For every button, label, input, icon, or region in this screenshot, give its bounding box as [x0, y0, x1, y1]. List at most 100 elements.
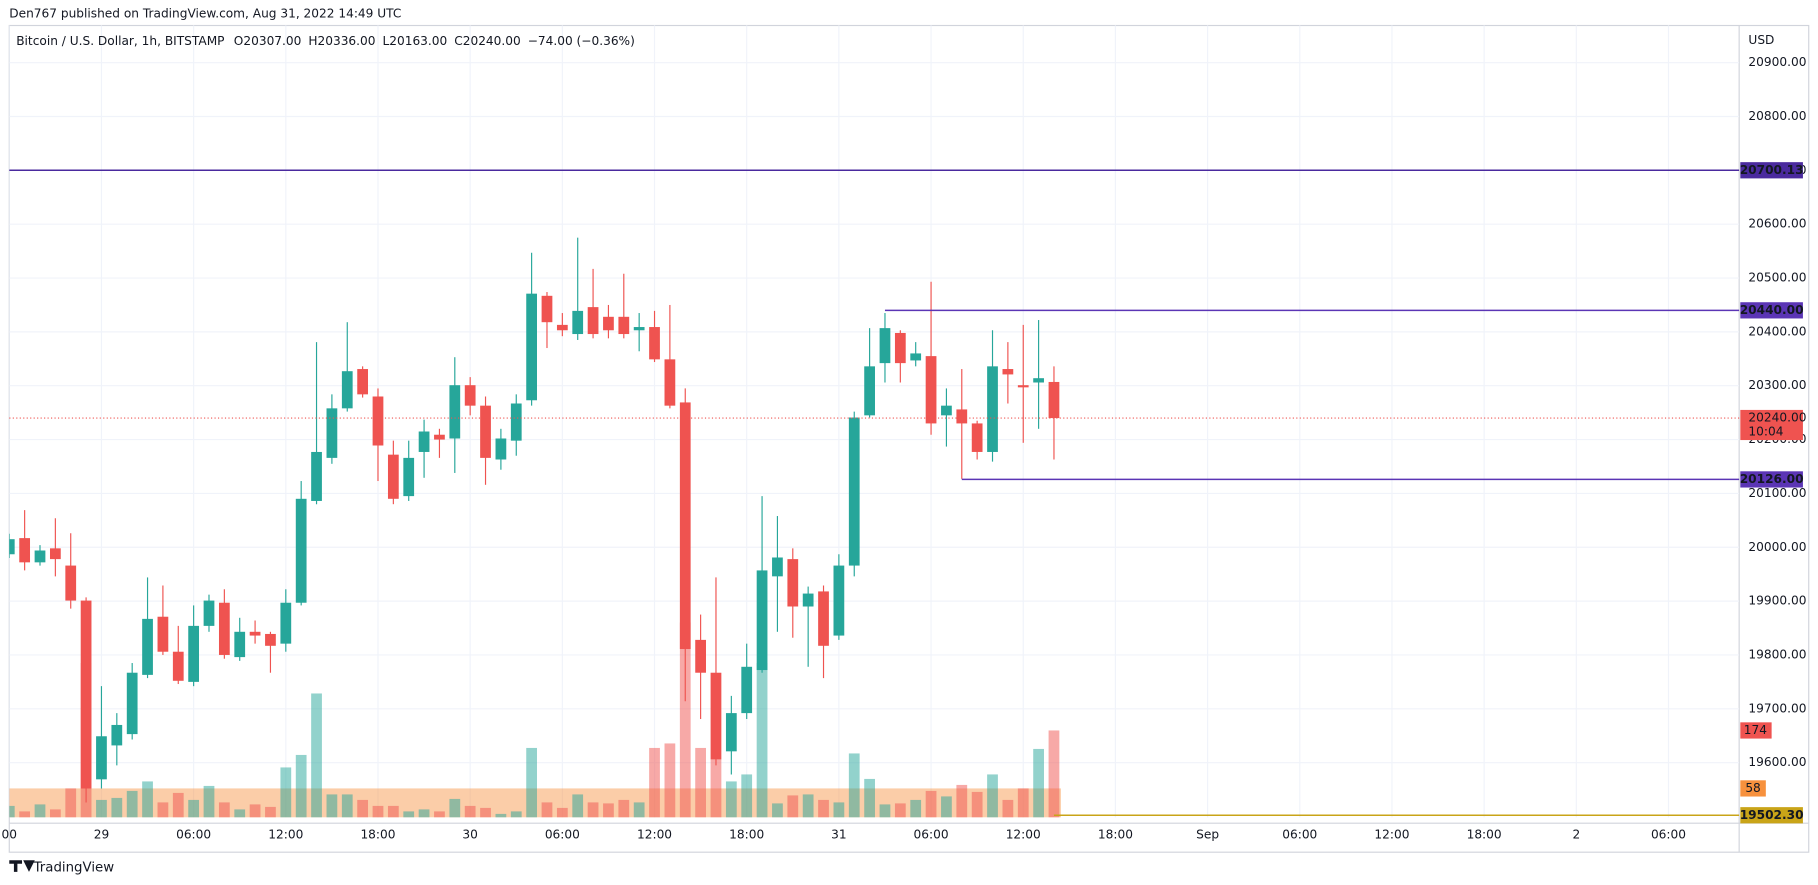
ohlc-label: C [454, 34, 463, 48]
ohlc-value: 20336.00 [318, 34, 376, 48]
candle-body [311, 451, 322, 501]
candle-body [541, 295, 553, 323]
volume-bar [987, 774, 998, 818]
x-tick-label: Sep [1196, 827, 1219, 841]
volume-bar [1002, 799, 1014, 818]
countdown: 10:04 [1748, 424, 1783, 438]
level-tag [1740, 162, 1803, 179]
y-tick-label: 19900.00 [1748, 594, 1806, 608]
volume-ma-tag [1740, 780, 1766, 797]
candle-body [802, 593, 814, 607]
volume-bar [633, 802, 645, 818]
candle-body [280, 602, 292, 644]
candle-body [818, 591, 829, 646]
volume-bar [941, 796, 952, 818]
x-tick-label: 06:00 [1651, 827, 1686, 841]
volume-bar [434, 811, 445, 818]
volume-bar [833, 802, 845, 818]
candle-body [710, 672, 722, 760]
candle-body [526, 293, 537, 401]
volume-bar [587, 802, 599, 818]
candle-body [126, 672, 138, 735]
x-tick-label: 06:00 [176, 827, 211, 841]
volume-bar [556, 807, 568, 818]
x-tick-label: 18:00 [1098, 827, 1133, 841]
volume-bar [679, 622, 691, 818]
x-tick-label: 12:00 [637, 827, 672, 841]
volume-bar [326, 794, 338, 818]
candle-body [19, 538, 31, 563]
candle-body [449, 385, 461, 439]
candle-body [495, 438, 507, 460]
volume-bar [1033, 748, 1044, 818]
candle-body [894, 332, 906, 364]
level-tag [1740, 471, 1803, 488]
volume-bar [449, 798, 461, 818]
volume-bar [403, 811, 415, 818]
logo [9, 860, 35, 872]
y-tick-label: 20300.00 [1748, 378, 1806, 392]
volume-bar [649, 747, 660, 818]
volume-bar [387, 805, 399, 818]
candle-body [65, 565, 77, 601]
volume-bar [879, 804, 891, 818]
candle-body [695, 639, 706, 673]
volume-bar [526, 747, 537, 818]
legend: Bitcoin / U.S. Dollar, 1h, BITSTAMP O 203… [16, 34, 635, 48]
candle-body [556, 324, 568, 331]
volume-bar [418, 809, 430, 818]
candle-body [387, 454, 399, 499]
volume-bar [787, 795, 799, 818]
volume-bar [572, 794, 584, 818]
volume-bar [772, 803, 783, 818]
x-tick-label: 31 [831, 827, 846, 841]
candle-body [203, 600, 215, 626]
plot [9, 25, 1740, 818]
y-tick-label: 19600.00 [1748, 755, 1806, 769]
y-tick-label: 20600.00 [1748, 217, 1806, 231]
publisher: Den767 published on TradingView.com, Aug… [9, 6, 401, 20]
level-tag [1740, 302, 1803, 319]
x-tick-label: 18:00 [360, 827, 395, 841]
candle-body [326, 408, 338, 458]
ohlc-label: H [308, 34, 317, 48]
volume-bar [910, 799, 922, 818]
last-price-label: 20240.00 [1748, 411, 1806, 425]
candle-body [848, 417, 860, 566]
x-tick-label: 18:00 [729, 827, 764, 841]
volume-bar [664, 743, 676, 818]
volume-bar [126, 790, 138, 818]
ohlc-label: O [234, 34, 244, 48]
candle-body [925, 356, 937, 424]
candle-body [664, 359, 676, 406]
volume-bar [265, 806, 276, 818]
volume-bar [818, 799, 829, 818]
candle-body [142, 618, 153, 675]
candle-body [34, 550, 46, 563]
last-price-tag [1740, 409, 1803, 441]
footer: TradingView [33, 860, 115, 875]
volume-bar [894, 803, 906, 818]
volume-bar [495, 813, 507, 818]
symbol: Bitcoin / U.S. Dollar, 1h, BITSTAMP [16, 34, 224, 48]
volume-bar [203, 785, 215, 818]
x-tick-label: 12:00 [1374, 827, 1409, 841]
candle-body [111, 724, 123, 746]
volume-bar [956, 784, 968, 818]
candle-body [357, 369, 369, 395]
volume-bar [710, 759, 722, 818]
candle-body [572, 310, 584, 335]
candle-body [96, 736, 107, 780]
volume-bar [172, 792, 184, 818]
candle-body [341, 371, 353, 409]
volume-bar [741, 774, 753, 818]
volume-bar [111, 797, 123, 818]
y-tick-label: 20400.00 [1748, 324, 1806, 338]
candle-body [910, 353, 922, 361]
x-tick-label: 06:00 [1282, 827, 1317, 841]
candle-body [833, 565, 845, 636]
volume-bar [249, 804, 261, 818]
volume-bar [218, 802, 230, 818]
candle-body [772, 557, 783, 577]
